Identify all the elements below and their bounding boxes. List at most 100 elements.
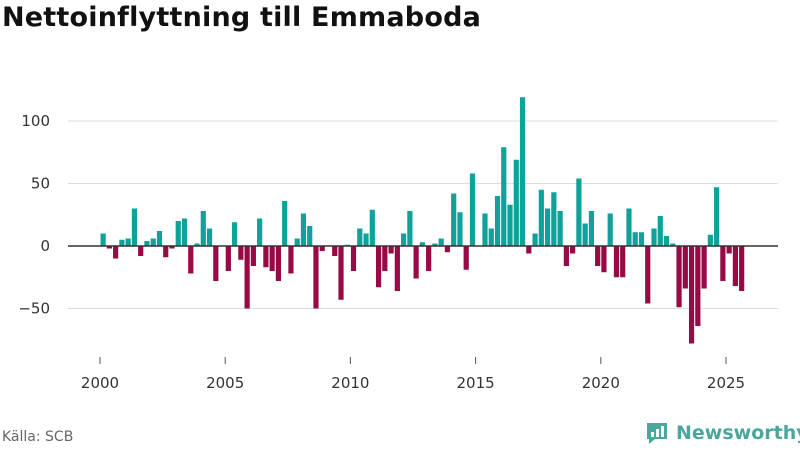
bar	[595, 246, 601, 266]
bar	[576, 178, 582, 246]
source-label: Källa: SCB	[2, 429, 74, 445]
bar	[194, 243, 200, 246]
bar	[726, 246, 732, 254]
bar	[175, 221, 181, 246]
bar	[382, 246, 388, 271]
y-tick-label: 100	[21, 112, 50, 130]
bar	[463, 246, 469, 270]
bar	[206, 228, 213, 246]
bar	[482, 213, 488, 246]
y-tick-label: 50	[31, 175, 50, 193]
y-tick-label: −50	[18, 300, 50, 318]
bar	[188, 246, 194, 274]
bar	[739, 246, 745, 291]
bar	[181, 218, 188, 246]
bar	[369, 209, 375, 246]
bar	[457, 212, 463, 246]
bar	[363, 233, 369, 246]
bar	[714, 187, 720, 246]
bar	[601, 246, 607, 273]
brand-logo: Newsworthy	[644, 418, 800, 448]
bar	[375, 246, 382, 288]
bar	[444, 246, 451, 253]
bar	[570, 246, 576, 254]
bar	[338, 246, 344, 300]
bar	[526, 246, 532, 254]
bar	[125, 238, 131, 246]
x-tick-label: 2005	[206, 374, 244, 392]
bar	[588, 211, 595, 246]
bar	[294, 238, 300, 246]
x-tick-label: 2000	[81, 374, 119, 392]
bar	[350, 246, 357, 271]
bar	[620, 246, 626, 278]
bar	[150, 238, 156, 246]
bar	[357, 228, 363, 246]
bar	[488, 228, 494, 246]
bar	[282, 201, 288, 246]
bar	[238, 246, 244, 260]
bar	[131, 208, 138, 246]
bar	[269, 246, 275, 271]
bar	[156, 231, 163, 246]
bar	[651, 228, 657, 246]
x-tick-label: 2020	[582, 374, 620, 392]
bar	[544, 208, 551, 246]
bar	[657, 216, 663, 246]
bar	[626, 208, 632, 246]
bar	[119, 239, 125, 246]
bar	[263, 246, 269, 268]
bar	[332, 246, 338, 256]
bar	[676, 246, 682, 308]
bar	[707, 234, 713, 246]
bar	[275, 246, 282, 281]
bar	[419, 242, 425, 246]
bar	[426, 246, 432, 271]
bar	[701, 246, 707, 289]
bar	[645, 246, 651, 304]
bar	[138, 246, 144, 256]
x-tick-label: 2010	[331, 374, 369, 392]
y-tick-label: 0	[40, 237, 50, 255]
bar	[469, 173, 476, 246]
bar	[388, 246, 394, 254]
brand-name: Newsworthy	[676, 422, 800, 444]
bar	[638, 232, 645, 246]
bar	[407, 211, 413, 246]
bar	[663, 236, 670, 246]
bar	[670, 243, 676, 246]
bar	[519, 97, 526, 246]
bar	[200, 211, 206, 246]
bar	[582, 223, 588, 246]
bar-chart: −50 0 50 100 2000 2005 2010 2015 2020 2025	[18, 97, 778, 392]
bar	[225, 246, 231, 271]
bar	[432, 243, 438, 246]
bar	[532, 233, 538, 246]
bar	[144, 241, 150, 246]
bar	[307, 226, 313, 246]
x-tick-label: 2015	[457, 374, 495, 392]
bar	[169, 246, 175, 249]
bar	[557, 211, 563, 246]
bar	[313, 246, 319, 309]
bar	[100, 233, 106, 246]
chart-title: Nettoinflyttning till Emmaboda	[2, 2, 482, 33]
bar	[319, 246, 325, 251]
newsworthy-logo-icon	[647, 423, 667, 444]
bar	[632, 232, 638, 246]
bar	[507, 204, 513, 246]
bar	[732, 246, 738, 286]
bar	[613, 246, 620, 278]
bar	[494, 196, 501, 246]
bar	[250, 246, 256, 266]
bar	[563, 246, 569, 266]
bar	[695, 246, 701, 326]
bar	[682, 246, 688, 289]
bar	[607, 213, 613, 246]
bar	[106, 246, 112, 249]
bar	[113, 246, 119, 259]
bar	[401, 233, 407, 246]
bar	[288, 246, 294, 274]
bar	[501, 147, 507, 246]
bar	[213, 246, 219, 281]
